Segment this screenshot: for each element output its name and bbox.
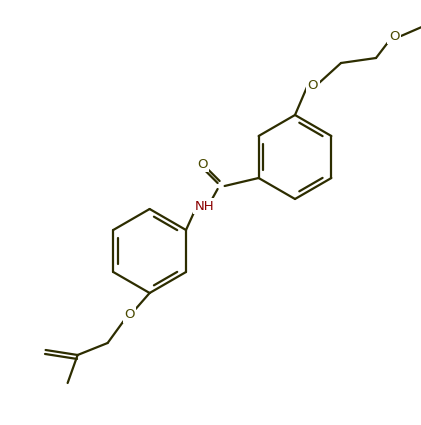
Text: O: O	[389, 29, 399, 42]
Text: O: O	[308, 79, 318, 91]
Text: O: O	[124, 309, 135, 321]
Text: O: O	[197, 158, 208, 170]
Text: NH: NH	[195, 199, 214, 212]
